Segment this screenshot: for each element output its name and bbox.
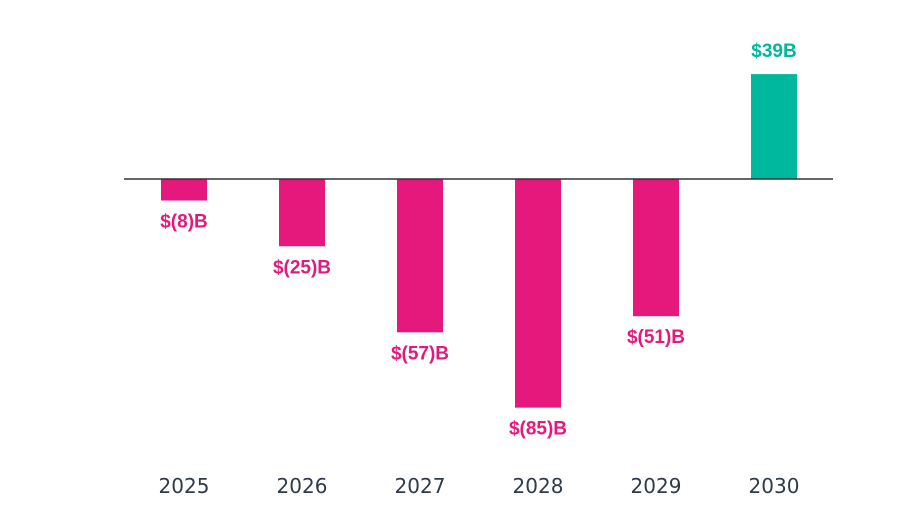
bar-2027: [397, 179, 443, 333]
value-label-2028: $(85)B: [509, 419, 567, 440]
x-tick-2030: 2030: [749, 474, 800, 498]
x-tick-2025: 2025: [159, 474, 210, 498]
x-axis-tick-labels: 2025 2026 2027 2028 2029 2030: [159, 474, 800, 498]
x-tick-2028: 2028: [513, 474, 564, 498]
x-tick-2027: 2027: [395, 474, 446, 498]
x-tick-2026: 2026: [277, 474, 328, 498]
value-label-2027: $(57)B: [391, 343, 449, 364]
bar-2028: [515, 179, 561, 408]
bar-2026: [279, 179, 325, 247]
bar-2025: [161, 179, 207, 201]
x-tick-2029: 2029: [631, 474, 682, 498]
bars-group: [161, 74, 797, 408]
value-label-2026: $(25)B: [273, 257, 331, 278]
value-label-2030: $39B: [751, 41, 796, 62]
bar-2030: [751, 74, 797, 179]
bar-2029: [633, 179, 679, 317]
value-label-2029: $(51)B: [627, 327, 685, 348]
value-labels-group: $(8)B $(25)B $(57)B $(85)B $(51)B $39B: [160, 41, 796, 440]
value-label-2025: $(8)B: [160, 212, 208, 233]
